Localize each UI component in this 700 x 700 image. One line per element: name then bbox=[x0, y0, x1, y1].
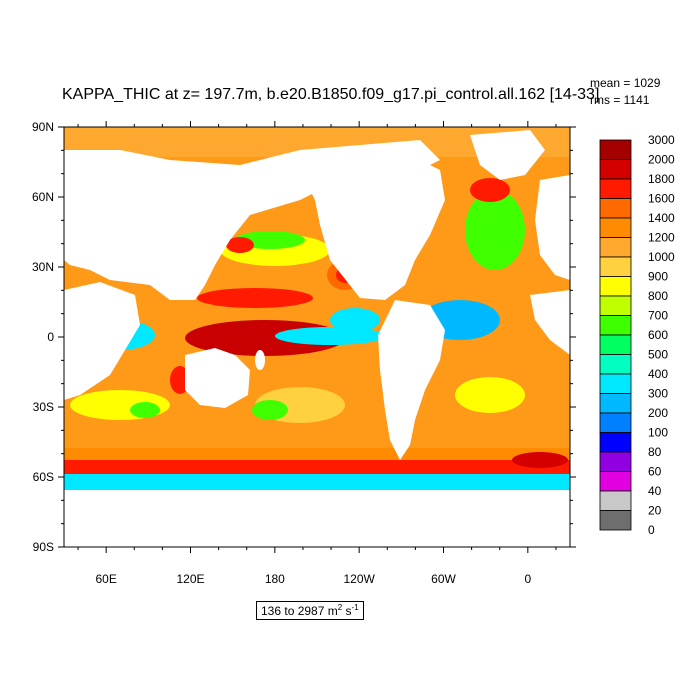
colorbar-label: 1600 bbox=[648, 192, 675, 206]
colorbar-swatch bbox=[599, 490, 632, 511]
north-atlantic-green bbox=[465, 190, 525, 270]
colorbar-swatch bbox=[599, 334, 632, 355]
land-australia bbox=[185, 348, 250, 408]
colorbar-label: 40 bbox=[648, 484, 662, 498]
plot-title: KAPPA_THIC at z= 197.7m, b.e20.B1850.f09… bbox=[62, 86, 600, 103]
rms-stat: rms = 1141 bbox=[590, 93, 650, 107]
lon-tick-label: 120E bbox=[176, 572, 204, 586]
lon-tick-label: 0 bbox=[524, 572, 531, 586]
land-west-africa bbox=[530, 290, 570, 355]
land-eurasia bbox=[64, 140, 440, 300]
lat-tick-label: 0 bbox=[47, 330, 54, 344]
land-new-zealand bbox=[255, 350, 265, 370]
colorbar-label: 800 bbox=[648, 289, 668, 303]
north-atlantic-red bbox=[470, 178, 510, 202]
east-pacific-blue bbox=[330, 308, 380, 332]
south-atlantic-yellow bbox=[455, 377, 525, 413]
colorbar-swatch bbox=[599, 217, 632, 238]
colorbar-swatch bbox=[599, 471, 632, 492]
colorbar-swatch bbox=[599, 432, 632, 453]
lon-tick-label: 180 bbox=[265, 572, 285, 586]
colorbar-label: 100 bbox=[648, 426, 668, 440]
lat-tick-label: 90N bbox=[32, 120, 54, 134]
colorbar-swatch bbox=[599, 393, 632, 414]
mean-stat: mean = 1029 bbox=[590, 76, 661, 90]
lat-tick-label: 90S bbox=[33, 540, 54, 554]
colorbar-label: 2000 bbox=[648, 153, 675, 167]
land-greenland bbox=[470, 130, 545, 180]
colorbar-label: 600 bbox=[648, 328, 668, 342]
lat-tick-label: 60S bbox=[33, 470, 54, 484]
colorbar-label: 60 bbox=[648, 465, 662, 479]
colorbar-swatch bbox=[599, 256, 632, 277]
colorbar-label: 700 bbox=[648, 309, 668, 323]
lat-tick-label: 30N bbox=[32, 260, 54, 274]
colorbar-swatch bbox=[599, 237, 632, 258]
colorbar-label: 1200 bbox=[648, 231, 675, 245]
land-south-america bbox=[378, 300, 445, 460]
lon-tick-label: 60E bbox=[95, 572, 116, 586]
colorbar-label: 3000 bbox=[648, 133, 675, 147]
ocean-field bbox=[64, 127, 570, 547]
colorbar-swatch bbox=[599, 178, 632, 199]
lon-tick-label: 120W bbox=[343, 572, 375, 586]
colorbar-swatch bbox=[599, 354, 632, 375]
colorbar: 3000200018001600140012001000900800700600… bbox=[599, 133, 675, 537]
land-sri-lanka bbox=[106, 312, 118, 324]
map-axes: 90N 60N 30N 0 30S 60S 90S 60E 120E 180 120W 60W 0 bbox=[32, 120, 576, 586]
south-atlantic-red bbox=[512, 452, 568, 468]
colorbar-label: 80 bbox=[648, 445, 662, 459]
colorbar-swatch bbox=[599, 198, 632, 219]
lat-tick-label: 30S bbox=[33, 400, 54, 414]
colorbar-label: 1400 bbox=[648, 211, 675, 225]
colorbar-swatch bbox=[599, 412, 632, 433]
land-europe-atlantic bbox=[535, 175, 570, 280]
colorbar-swatch bbox=[599, 276, 632, 297]
colorbar-label: 1000 bbox=[648, 250, 675, 264]
antarctica-area bbox=[64, 490, 570, 547]
indian-ocean-green bbox=[130, 402, 160, 418]
colorbar-label: 400 bbox=[648, 367, 668, 381]
south-pacific-green bbox=[252, 400, 288, 420]
colorbar-label: 900 bbox=[648, 270, 668, 284]
colorbar-label: 200 bbox=[648, 406, 668, 420]
colorbar-swatch bbox=[599, 159, 632, 180]
kuroshio-blob bbox=[226, 237, 254, 253]
colorbar-label: 1800 bbox=[648, 172, 675, 186]
colorbar-swatch bbox=[599, 510, 632, 531]
range-label: 136 to 2987 m2 s-1 bbox=[256, 601, 364, 620]
southern-band-3 bbox=[64, 474, 570, 492]
colorbar-swatch bbox=[599, 315, 632, 336]
north-pacific-band bbox=[197, 288, 313, 308]
colorbar-label: 500 bbox=[648, 348, 668, 362]
colorbar-label: 20 bbox=[648, 504, 662, 518]
colorbar-swatch bbox=[599, 295, 632, 316]
southern-band-2 bbox=[64, 460, 570, 474]
colorbar-swatch bbox=[599, 139, 632, 160]
colorbar-swatch bbox=[599, 451, 632, 472]
land-africa bbox=[64, 282, 140, 400]
colorbar-swatch bbox=[599, 373, 632, 394]
land-north-america bbox=[300, 150, 445, 300]
lat-tick-label: 60N bbox=[32, 190, 54, 204]
lon-tick-label: 60W bbox=[431, 572, 456, 586]
colorbar-label: 0 bbox=[648, 523, 655, 537]
colorbar-label: 300 bbox=[648, 387, 668, 401]
